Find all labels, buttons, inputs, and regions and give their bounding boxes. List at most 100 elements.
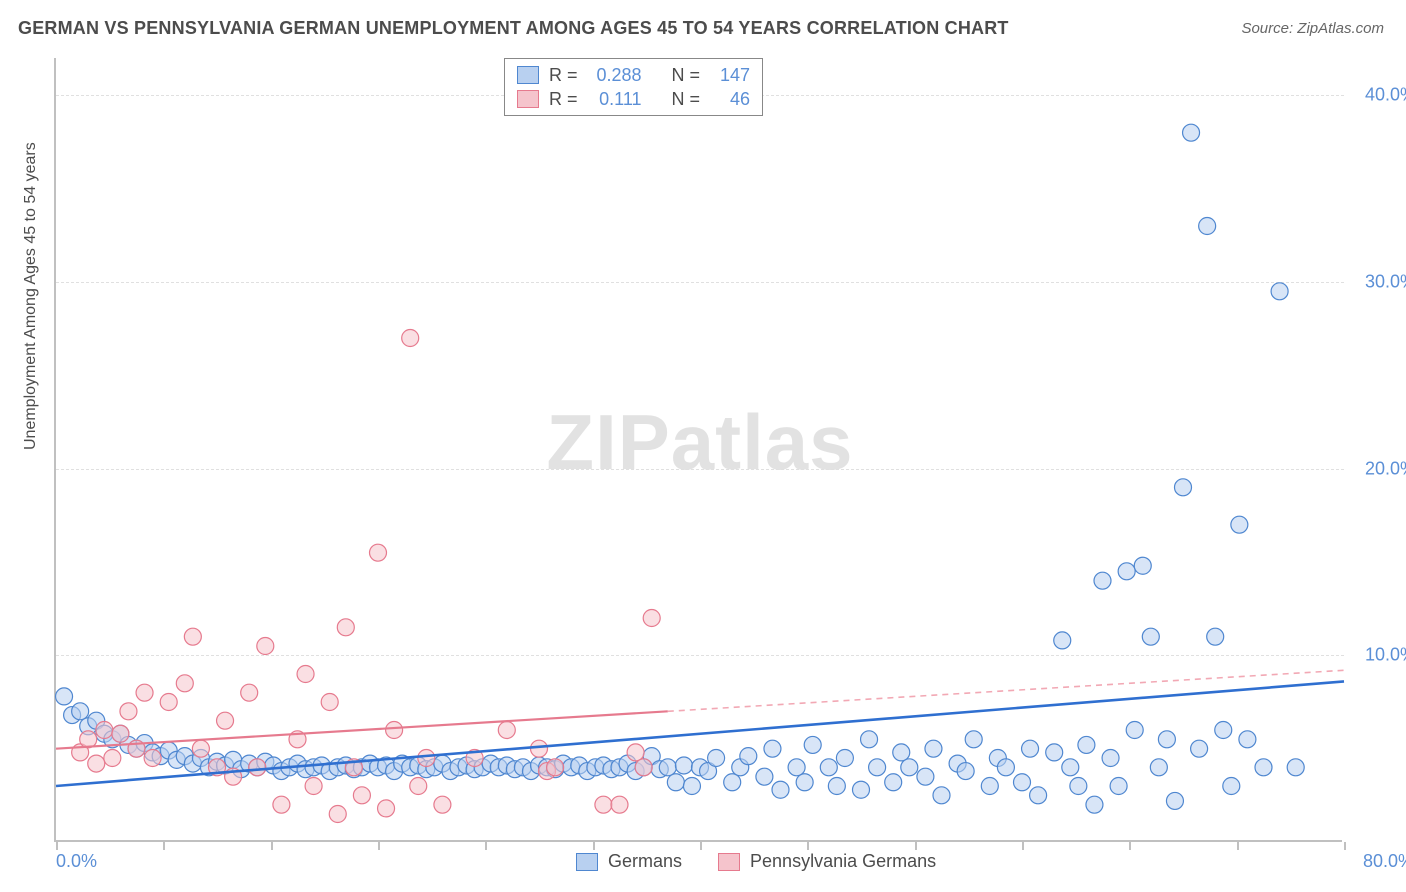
- data-point: [1094, 572, 1111, 589]
- data-point: [635, 759, 652, 776]
- data-point: [353, 787, 370, 804]
- data-point: [981, 778, 998, 795]
- data-point: [595, 796, 612, 813]
- r-label: R =: [549, 65, 578, 86]
- data-point: [1158, 731, 1175, 748]
- data-point: [764, 740, 781, 757]
- data-point: [1255, 759, 1272, 776]
- data-point: [72, 703, 89, 720]
- x-min-label: 0.0%: [56, 851, 97, 872]
- data-point: [434, 796, 451, 813]
- n-label: N =: [672, 89, 701, 110]
- x-tick: [915, 842, 917, 850]
- data-point: [893, 744, 910, 761]
- data-point: [708, 750, 725, 767]
- n-value: 147: [710, 65, 750, 86]
- legend-stat-row: R = 0.111 N = 46: [517, 87, 750, 111]
- data-point: [804, 736, 821, 753]
- data-point: [1142, 628, 1159, 645]
- data-point: [418, 750, 435, 767]
- data-point: [531, 740, 548, 757]
- data-point: [1239, 731, 1256, 748]
- data-point: [56, 688, 73, 705]
- data-point: [957, 763, 974, 780]
- data-point: [1199, 218, 1216, 235]
- data-point: [112, 725, 129, 742]
- data-point: [917, 768, 934, 785]
- data-point: [1287, 759, 1304, 776]
- data-point: [257, 638, 274, 655]
- data-point: [1102, 750, 1119, 767]
- data-point: [160, 694, 177, 711]
- data-point: [869, 759, 886, 776]
- data-point: [241, 684, 258, 701]
- data-point: [997, 759, 1014, 776]
- data-point: [1054, 632, 1071, 649]
- data-point: [547, 759, 564, 776]
- x-tick: [700, 842, 702, 850]
- data-point: [1014, 774, 1031, 791]
- data-point: [136, 684, 153, 701]
- data-point: [659, 759, 676, 776]
- data-point: [1183, 124, 1200, 141]
- data-point: [933, 787, 950, 804]
- data-point: [176, 675, 193, 692]
- legend-stats-box: R =0.288N =147R =0.111N =46: [504, 58, 763, 116]
- data-point: [104, 750, 121, 767]
- data-point: [217, 712, 234, 729]
- data-point: [667, 774, 684, 791]
- data-point: [184, 628, 201, 645]
- data-point: [1078, 736, 1095, 753]
- plot-area: ZIPatlas 10.0%20.0%30.0%40.0% R =0.288N …: [54, 58, 1342, 842]
- r-value: 0.111: [588, 89, 642, 110]
- data-point: [144, 750, 161, 767]
- legend-series-item: Pennsylvania Germans: [718, 851, 936, 872]
- data-point: [297, 666, 314, 683]
- data-point: [1022, 740, 1039, 757]
- data-point: [627, 744, 644, 761]
- data-point: [410, 778, 427, 795]
- data-point: [836, 750, 853, 767]
- x-tick: [807, 842, 809, 850]
- legend-series-label: Germans: [608, 851, 682, 872]
- chart-title: GERMAN VS PENNSYLVANIA GERMAN UNEMPLOYME…: [18, 18, 1009, 39]
- data-point: [386, 722, 403, 739]
- data-point: [796, 774, 813, 791]
- data-point: [788, 759, 805, 776]
- data-point: [88, 755, 105, 772]
- y-tick-label: 20.0%: [1365, 458, 1406, 479]
- data-point: [273, 796, 290, 813]
- data-point: [965, 731, 982, 748]
- y-tick-label: 40.0%: [1365, 85, 1406, 106]
- x-tick: [1022, 842, 1024, 850]
- data-point: [820, 759, 837, 776]
- data-point: [772, 781, 789, 798]
- y-tick-label: 10.0%: [1365, 645, 1406, 666]
- data-point: [901, 759, 918, 776]
- data-point: [120, 703, 137, 720]
- data-point: [1118, 563, 1135, 580]
- r-label: R =: [549, 89, 578, 110]
- data-point: [370, 544, 387, 561]
- data-point: [861, 731, 878, 748]
- x-tick: [593, 842, 595, 850]
- data-point: [675, 757, 692, 774]
- x-tick: [163, 842, 165, 850]
- data-point: [1070, 778, 1087, 795]
- data-point: [611, 796, 628, 813]
- data-point: [1175, 479, 1192, 496]
- data-point: [724, 774, 741, 791]
- data-point: [683, 778, 700, 795]
- data-point: [305, 778, 322, 795]
- x-tick: [378, 842, 380, 850]
- data-point: [321, 694, 338, 711]
- chart-container: GERMAN VS PENNSYLVANIA GERMAN UNEMPLOYME…: [0, 0, 1406, 892]
- data-point: [1166, 792, 1183, 809]
- data-point: [1030, 787, 1047, 804]
- n-value: 46: [710, 89, 750, 110]
- data-point: [402, 330, 419, 347]
- data-point: [337, 619, 354, 636]
- data-point: [1223, 778, 1240, 795]
- x-tick: [1129, 842, 1131, 850]
- x-tick: [271, 842, 273, 850]
